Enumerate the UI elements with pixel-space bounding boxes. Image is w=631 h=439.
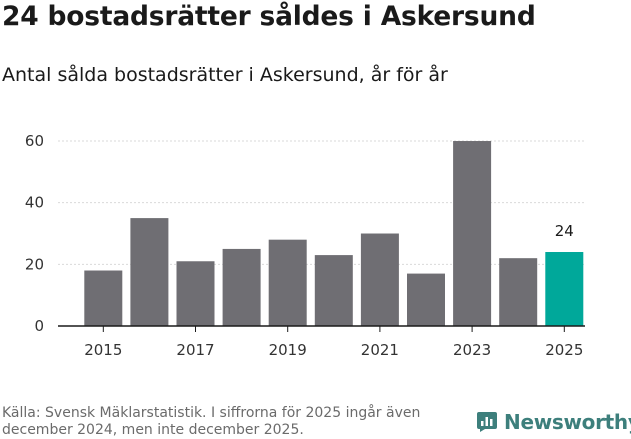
chart-subtitle: Antal sålda bostadsrätter i Askersund, å…: [2, 64, 448, 86]
chart-title: 24 bostadsrätter såldes i Askersund: [2, 1, 536, 32]
data-label-2025: 24: [555, 222, 574, 240]
bar-2015: [84, 270, 123, 326]
x-tick-label: 2023: [453, 341, 491, 359]
brand-name: Newsworthy: [504, 410, 631, 434]
x-tick-label: 2015: [84, 341, 122, 359]
y-tick-label: 0: [34, 317, 44, 335]
source-note: Källa: Svensk Mäklarstatistik. I siffror…: [2, 405, 421, 438]
bar-2019: [268, 239, 307, 326]
y-tick-label: 20: [25, 255, 44, 273]
x-tick-label: 2017: [176, 341, 214, 359]
bar-2018: [222, 248, 261, 326]
bar-2021: [360, 233, 399, 326]
x-tick-label: 2025: [545, 341, 583, 359]
data-labels: 24: [555, 222, 574, 240]
brand-logo: Newsworthy: [476, 410, 631, 434]
bar-2016: [130, 218, 169, 326]
y-axis-ticks: 0 20 40 60: [25, 132, 44, 335]
x-axis-ticks: 2015 2017 2019 2021 2023 2025: [84, 326, 583, 359]
bar-2023: [453, 141, 492, 326]
bar-2024: [499, 258, 538, 326]
bar-2017: [176, 261, 215, 326]
bars: [84, 141, 584, 326]
bar-2020: [314, 255, 353, 326]
bar-2022: [407, 273, 445, 326]
x-tick-label: 2019: [269, 341, 307, 359]
bar-chart-speech-icon: [477, 412, 497, 432]
bar-chart: 0 20 40 60 2015 2017 2019 2021 2023 2025 24: [25, 132, 585, 359]
y-tick-label: 40: [25, 194, 44, 212]
x-tick-label: 2021: [361, 341, 399, 359]
bar-2025: [545, 252, 584, 326]
y-tick-label: 60: [25, 132, 44, 150]
